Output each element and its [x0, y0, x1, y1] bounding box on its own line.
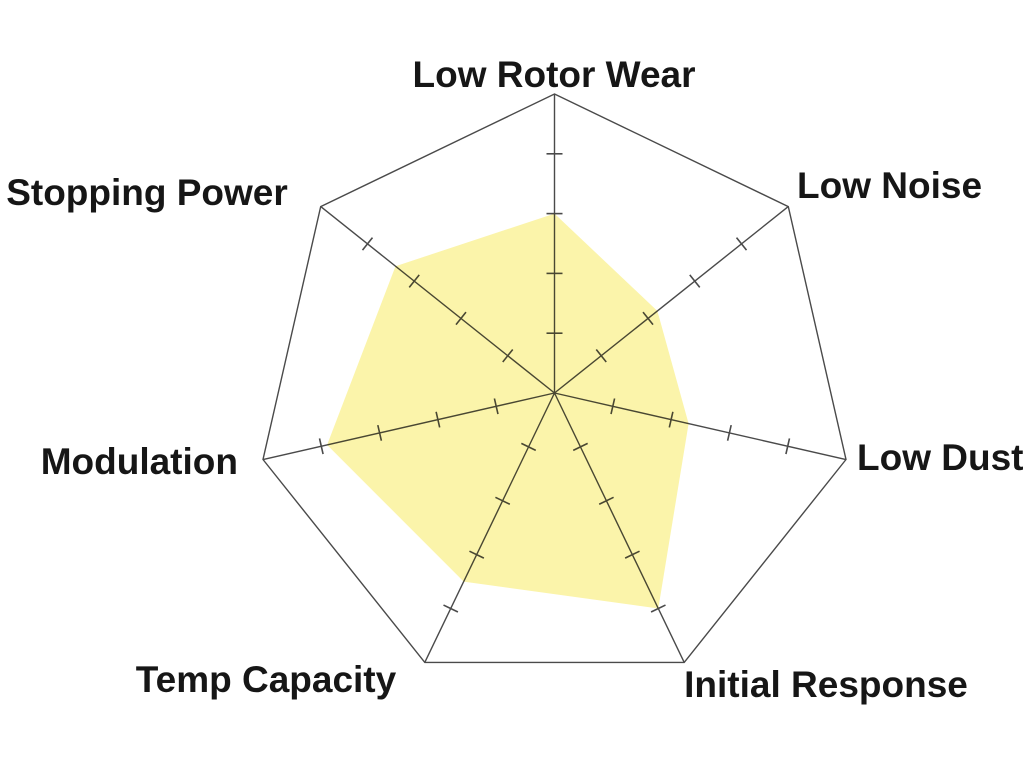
- radar-outline: [262, 93, 847, 664]
- radar-axis-tick: [735, 237, 748, 251]
- axis-label-temp-capacity: Temp Capacity: [136, 659, 397, 700]
- radar-fill-polygon: [327, 213, 689, 609]
- axis-label-modulation: Modulation: [41, 441, 238, 482]
- radar-axis-tick: [361, 237, 374, 251]
- axis-label-low-noise: Low Noise: [797, 165, 982, 206]
- radar-axis-tick: [785, 438, 791, 455]
- radar-axis-tick: [443, 604, 459, 613]
- axis-label-stopping-power: Stopping Power: [6, 172, 288, 213]
- axis-label-low-rotor-wear: Low Rotor Wear: [413, 54, 696, 95]
- radar-axis-tick: [726, 424, 732, 441]
- radar-axis-tick: [650, 604, 666, 613]
- radar-axis-tick: [689, 274, 701, 288]
- radar-axis-tick: [318, 438, 324, 455]
- axis-label-low-dust: Low Dust: [857, 437, 1023, 478]
- axis-label-initial-response: Initial Response: [684, 664, 968, 705]
